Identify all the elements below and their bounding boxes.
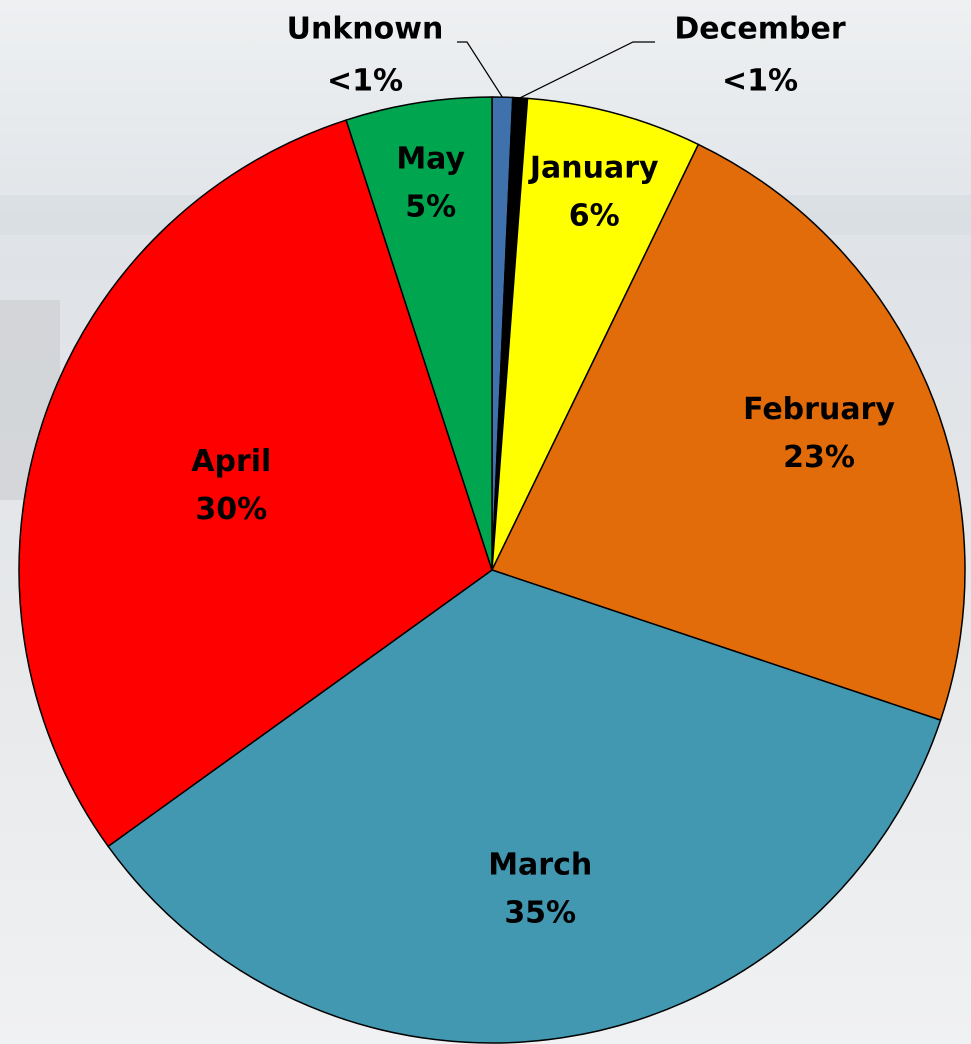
value-label: 5% xyxy=(405,190,456,225)
slice-label: January xyxy=(528,150,659,185)
page: Unknown <1% December <1% January 6% February 23… xyxy=(0,0,971,1044)
chart: Unknown <1% December <1% January 6% February 23… xyxy=(0,0,971,1044)
value-label: 30% xyxy=(195,492,267,527)
slice-label: December xyxy=(674,12,845,47)
value-label: 23% xyxy=(783,440,855,475)
value-label: 6% xyxy=(569,198,620,233)
slice-label: April xyxy=(191,444,271,479)
slice-label: May xyxy=(396,142,465,177)
value-label: <1% xyxy=(722,64,798,99)
value-label: 35% xyxy=(504,896,576,931)
value-label: <1% xyxy=(327,64,403,99)
slice-label: Unknown xyxy=(287,12,444,47)
slice-label: February xyxy=(743,392,895,427)
slice-label: March xyxy=(488,848,592,883)
